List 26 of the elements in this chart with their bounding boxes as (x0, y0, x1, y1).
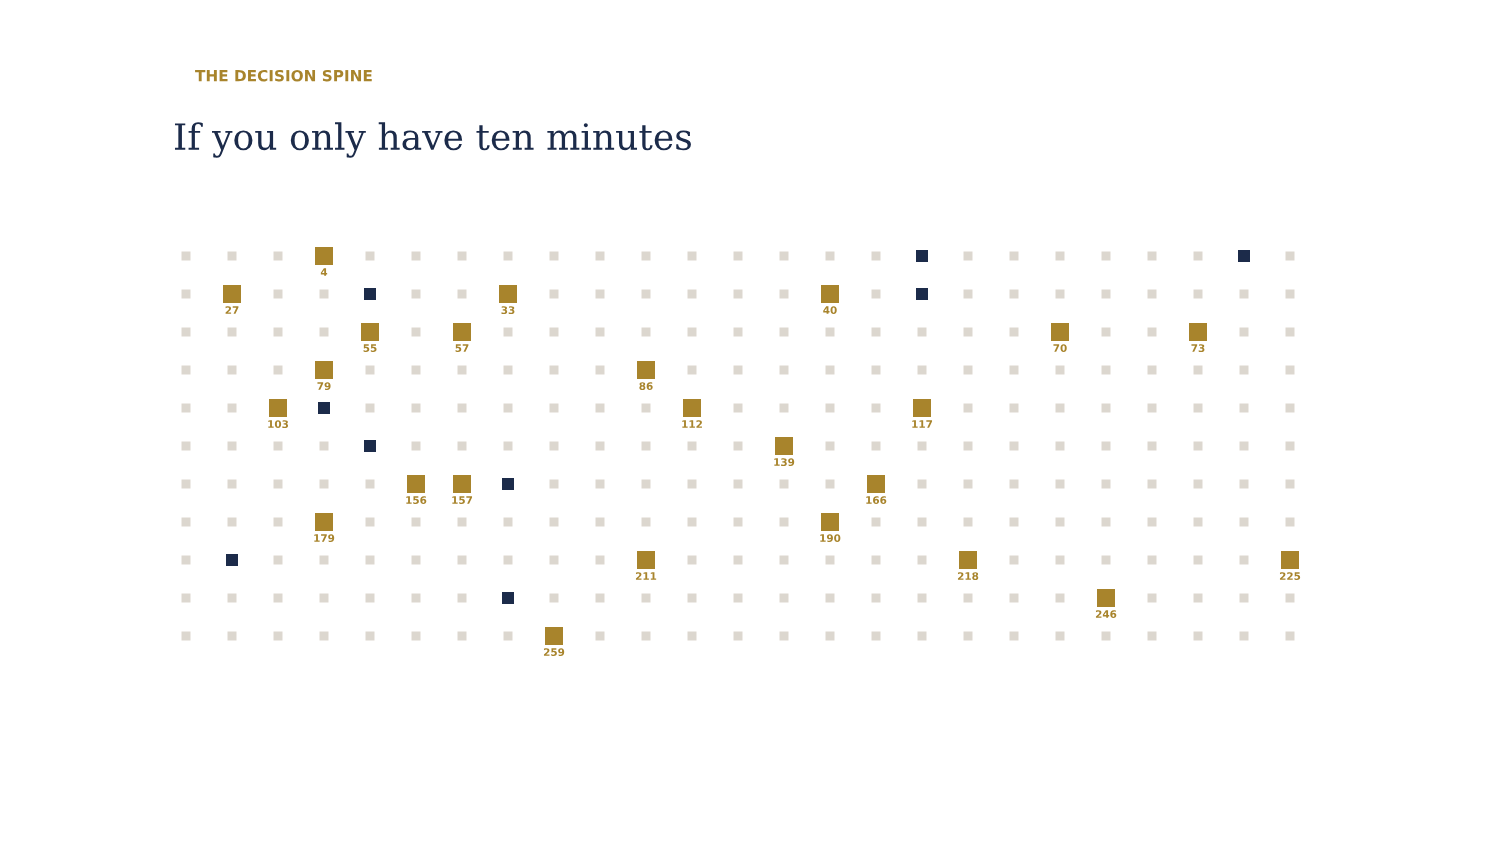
data-label: 73 (1191, 344, 1205, 353)
data-label: 190 (820, 534, 841, 543)
data-label: 179 (314, 534, 335, 543)
data-label: 225 (1279, 572, 1301, 581)
data-label: 211 (635, 572, 657, 580)
data-label: 112 (682, 420, 702, 428)
chart-subtitle: THE DECISION SPINE (195, 69, 372, 82)
data-label: 33 (501, 306, 515, 315)
data-label: 55 (363, 344, 377, 353)
data-label: 218 (957, 572, 979, 581)
data-label: 27 (225, 306, 239, 314)
data-label: 70 (1053, 344, 1067, 353)
data-label: 259 (543, 648, 565, 657)
data-label: 166 (866, 496, 887, 505)
data-label: 86 (639, 382, 653, 391)
data-label: 4 (320, 268, 328, 276)
data-label: 79 (317, 382, 331, 391)
data-label: 246 (1095, 610, 1117, 619)
data-label: 157 (452, 496, 473, 505)
data-label: 139 (774, 458, 795, 467)
chart-title: If you only have ten minutes (174, 122, 691, 158)
data-label: 40 (823, 306, 837, 315)
data-label: 117 (912, 420, 933, 428)
data-label: 57 (455, 344, 469, 353)
data-label: 103 (268, 420, 289, 429)
data-label: 156 (406, 496, 427, 505)
